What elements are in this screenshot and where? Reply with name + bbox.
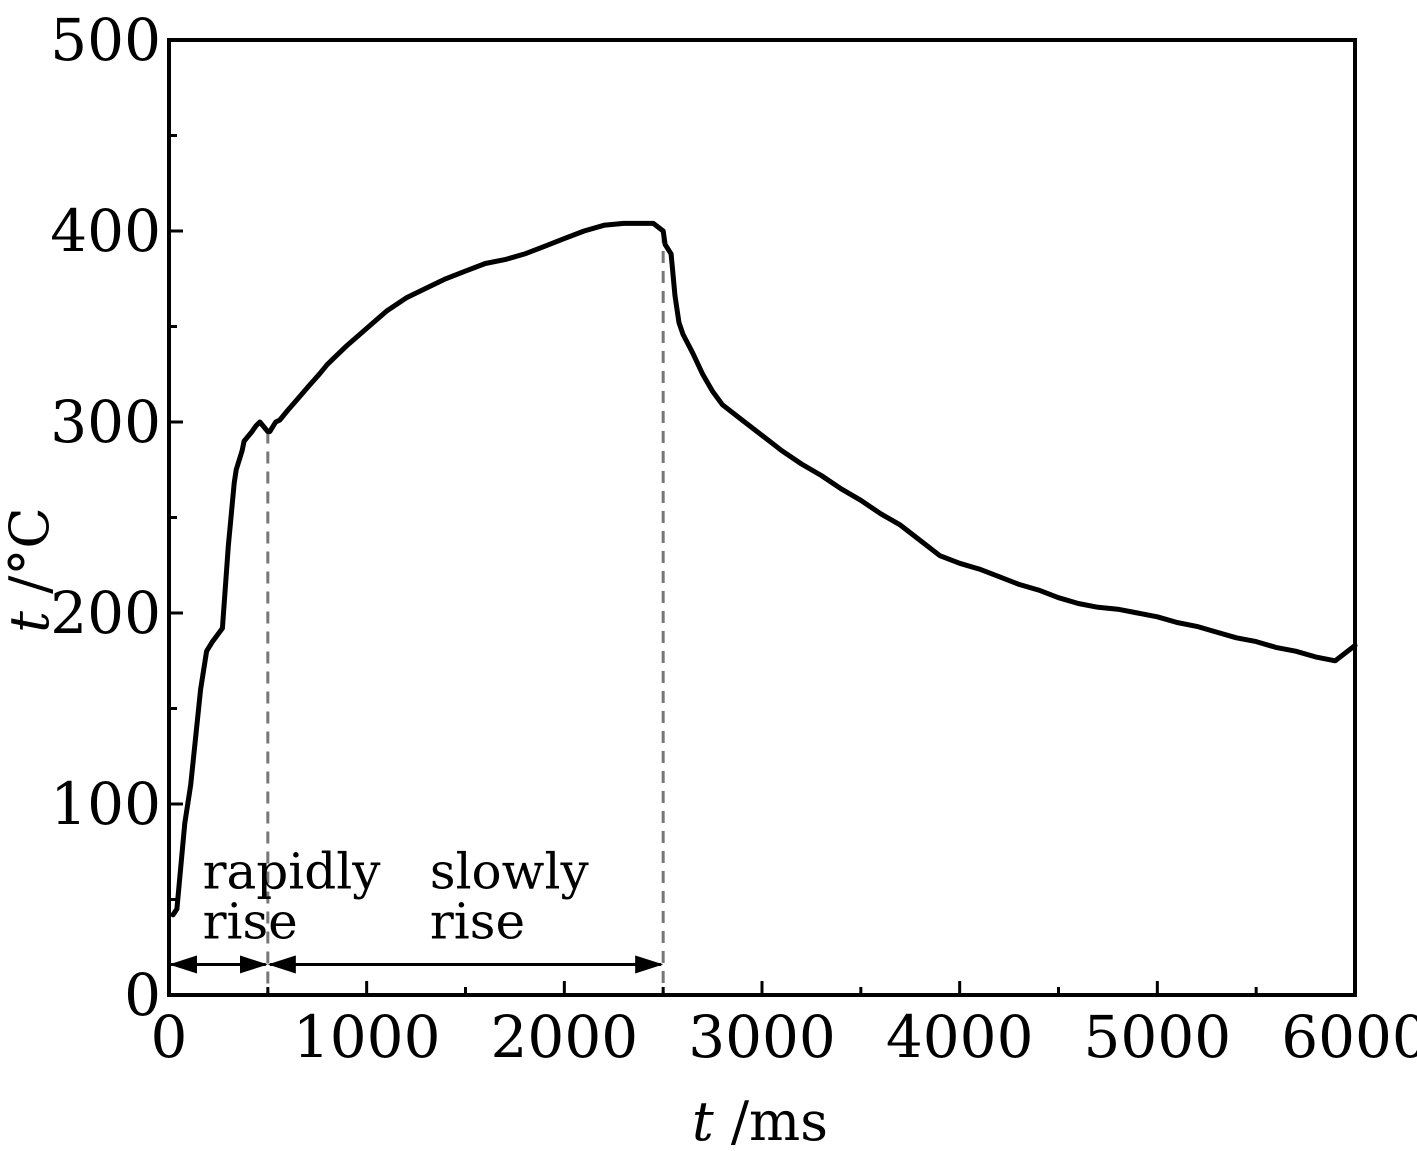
x-tick-label-3: 3000 (688, 1003, 836, 1071)
phase-annotation-1-line-1: rise (430, 892, 525, 950)
y-tick-label-3: 300 (50, 388, 161, 456)
phase-annotation-0-line-0: rapidly (203, 842, 382, 900)
y-tick-label-4: 400 (50, 197, 161, 265)
x-tick-label-6: 6000 (1281, 1003, 1417, 1071)
x-tick-label-1: 1000 (293, 1003, 441, 1071)
y-tick-label-0: 0 (124, 961, 161, 1029)
x-tick-label-4: 4000 (886, 1003, 1034, 1071)
phase-annotation-1-line-0: slowly (430, 842, 590, 900)
chart-marks (169, 220, 1358, 995)
y-axis-title: t /°C (0, 507, 61, 632)
x-tick-label-2: 2000 (491, 1003, 639, 1071)
y-axis-title-unit: /°C (0, 507, 61, 611)
temperature-series-line (170, 220, 1358, 918)
y-axis-title-var: t (0, 611, 61, 633)
phase-annotation-1: slowly rise (430, 842, 590, 950)
y-tick-label-2: 200 (50, 579, 161, 647)
phase-annotation-0: rapidly rise (203, 842, 382, 950)
x-axis-title-var: t (692, 1090, 714, 1151)
phase-annotation-0-line-1: rise (203, 892, 298, 950)
y-tick-label-1: 100 (50, 770, 161, 838)
x-axis-title: t /ms (692, 1090, 828, 1151)
x-tick-label-5: 5000 (1084, 1003, 1232, 1071)
y-tick-label-5: 500 (50, 6, 161, 74)
x-tick-label-0: 0 (151, 1003, 188, 1071)
axis-ticks (167, 38, 1357, 997)
x-axis-title-unit: /ms (714, 1090, 828, 1151)
